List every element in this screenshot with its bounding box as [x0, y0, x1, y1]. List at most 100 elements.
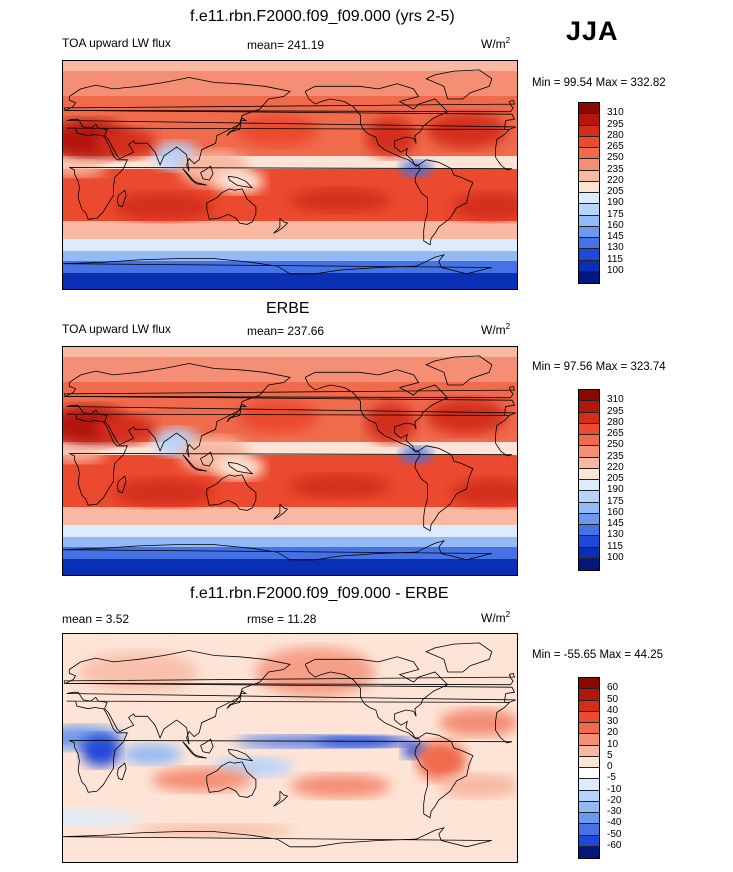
panel3-title: f.e11.rbn.F2000.f09_f09.000 - ERBE	[190, 585, 449, 602]
colorbar-tick-label: 130	[607, 242, 624, 254]
colorbar-box	[579, 745, 599, 757]
panel1-minmax: Min = 99.54 Max = 332.82	[532, 77, 666, 89]
colorbar-tick-label: 235	[607, 450, 624, 462]
panel1-title: f.e11.rbn.F2000.f09_f09.000 (yrs 2-5)	[190, 8, 455, 25]
colorbar-box	[579, 390, 599, 402]
colorbar-box	[579, 491, 599, 503]
colorbar-tick-label: 190	[607, 197, 624, 209]
colorbar-box	[579, 238, 599, 250]
colorbar-tick-label: 115	[607, 540, 623, 552]
panel1-map	[62, 60, 518, 290]
panel2-variable-label: TOA upward LW flux	[62, 322, 171, 336]
colorbar-tick-label: -40	[607, 817, 622, 829]
panel2-map	[62, 346, 518, 576]
colorbar-box	[579, 148, 599, 160]
panel2-mean-label: mean= 237.66	[247, 324, 325, 338]
colorbar-tick-label: 265	[607, 428, 624, 439]
colorbar-tick-label: -50	[607, 828, 622, 840]
colorbar-tick-label: 280	[607, 129, 624, 141]
colorbar-box	[579, 801, 599, 813]
colorbar-box	[579, 700, 599, 712]
colorbar-tick-label: 250	[607, 152, 624, 164]
map-canvas	[63, 61, 517, 289]
colorbar-tick-label: -30	[607, 806, 622, 817]
panel3-minmax: Min = -55.65 Max = 44.25	[532, 649, 664, 661]
colorbar-tick-label: 310	[607, 394, 624, 406]
colorbar-box	[579, 502, 599, 514]
colorbar-box	[579, 835, 599, 847]
colorbar-box	[579, 136, 599, 148]
colorbar-box	[579, 226, 599, 238]
colorbar-box	[579, 159, 599, 171]
colorbar-tick-label: 310	[607, 107, 624, 119]
colorbar-box	[579, 271, 599, 283]
colorbar-box	[579, 734, 599, 746]
panel1-units: W/m2	[481, 36, 511, 51]
colorbar-box	[579, 824, 599, 836]
colorbar-box	[579, 711, 599, 723]
panel3-colorbar	[578, 677, 600, 859]
colorbar-tick-label: 145	[607, 231, 624, 242]
map-canvas	[63, 634, 517, 862]
colorbar-box	[579, 678, 599, 690]
colorbar-tick-label: 0	[607, 761, 613, 772]
colorbar-tick-label: 160	[607, 506, 624, 518]
colorbar-tick-label: 175	[607, 495, 624, 507]
colorbar-box	[579, 204, 599, 216]
panel1-colorbar	[578, 102, 600, 284]
colorbar-box	[579, 813, 599, 825]
colorbar-box	[579, 446, 599, 458]
colorbar-box	[579, 103, 599, 115]
colorbar-tick-label: 145	[607, 518, 624, 529]
panel2-title: ERBE	[266, 300, 310, 317]
colorbar-tick-label: -5	[607, 772, 616, 784]
panel2-units: W/m2	[481, 322, 511, 337]
colorbar-box	[579, 435, 599, 447]
colorbar-box	[579, 181, 599, 193]
panel3-mean-label: mean = 3.52	[62, 612, 130, 626]
panel1-variable-label: TOA upward LW flux	[62, 36, 171, 50]
colorbar-tick-label: 175	[607, 208, 624, 220]
panel2-colorbar	[578, 389, 600, 571]
colorbar-tick-label: 205	[607, 473, 624, 484]
colorbar-box	[579, 547, 599, 559]
colorbar-box	[579, 423, 599, 435]
colorbar-tick-label: 30	[607, 716, 619, 727]
colorbar-tick-label: 5	[607, 749, 613, 761]
colorbar-box	[579, 846, 599, 858]
colorbar-box	[579, 249, 599, 261]
colorbar-box	[579, 525, 599, 537]
colorbar-box	[579, 193, 599, 205]
colorbar-tick-label: 220	[607, 174, 624, 186]
colorbar-box	[579, 260, 599, 272]
colorbar-box	[579, 457, 599, 469]
colorbar-box	[579, 779, 599, 791]
colorbar-tick-label: -60	[607, 839, 622, 851]
colorbar-tick-label: 130	[607, 529, 624, 541]
colorbar-box	[579, 756, 599, 768]
colorbar-tick-label: 205	[607, 186, 624, 197]
colorbar-box	[579, 558, 599, 570]
colorbar-box	[579, 215, 599, 227]
colorbar-box	[579, 468, 599, 480]
colorbar-tick-label: 40	[607, 704, 619, 716]
colorbar-box	[579, 790, 599, 802]
colorbar-tick-label: 265	[607, 141, 624, 152]
colorbar-box	[579, 401, 599, 413]
colorbar-tick-label: 235	[607, 163, 624, 175]
colorbar-tick-label: 220	[607, 461, 624, 473]
colorbar-tick-label: 20	[607, 727, 619, 739]
colorbar-tick-label: 190	[607, 484, 624, 496]
panel2-minmax: Min = 97.56 Max = 323.74	[532, 361, 666, 373]
colorbar-tick-label: 250	[607, 439, 624, 451]
panel3-units: W/m2	[481, 610, 511, 625]
colorbar-box	[579, 513, 599, 525]
season-label: JJA	[566, 16, 619, 46]
panel3-map	[62, 633, 518, 863]
panel3-rmse-label: rmse = 11.28	[247, 612, 317, 626]
colorbar-tick-label: 60	[607, 682, 619, 694]
colorbar-tick-label: 50	[607, 693, 619, 705]
colorbar-box	[579, 412, 599, 424]
colorbar-tick-label: 10	[607, 738, 619, 750]
colorbar-tick-label: 115	[607, 253, 623, 265]
